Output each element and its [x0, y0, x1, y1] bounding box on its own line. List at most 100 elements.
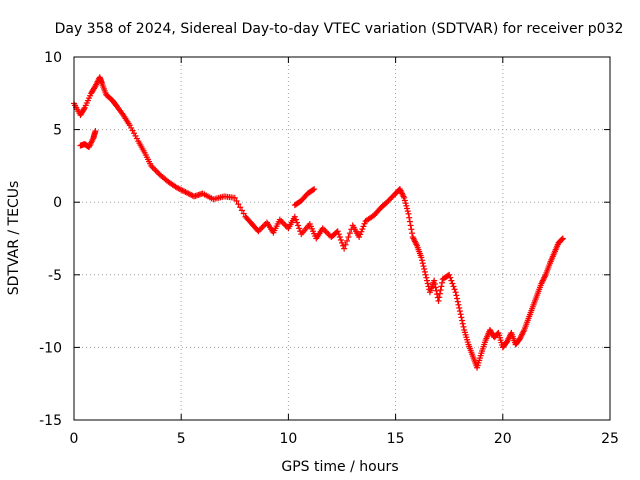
data-point [408, 226, 415, 233]
data-point [431, 280, 438, 287]
chart-title: Day 358 of 2024, Sidereal Day-to-day VTE… [55, 21, 624, 37]
data-point [453, 292, 460, 299]
data-point [418, 254, 425, 261]
data-point [81, 106, 88, 113]
data-point [310, 186, 317, 193]
data-point [358, 228, 365, 235]
x-tick-label: 15 [387, 431, 405, 447]
y-tick-label: 10 [44, 50, 62, 66]
data-point [456, 308, 463, 315]
data-point [357, 231, 364, 238]
data-point [360, 223, 367, 230]
y-tick-label: 0 [53, 195, 62, 211]
data-point [419, 260, 426, 267]
data-point [451, 286, 458, 293]
data-point [311, 186, 318, 193]
data-point [235, 201, 242, 208]
x-tick-label: 0 [70, 431, 79, 447]
data-point [346, 230, 353, 237]
data-point [405, 210, 412, 217]
data-point [282, 222, 289, 229]
data-point [281, 220, 288, 227]
data-point [92, 128, 99, 135]
data-point [454, 298, 461, 305]
data-point [345, 234, 352, 241]
data-point [361, 220, 368, 227]
data-point [344, 237, 351, 244]
data-point [335, 231, 342, 238]
data-point [448, 277, 455, 284]
data-point [437, 287, 444, 294]
data-point [423, 274, 430, 281]
data-point [460, 323, 467, 330]
data-point [459, 320, 466, 327]
grid-lines [74, 57, 610, 420]
data-point [322, 228, 329, 235]
data-point [342, 241, 349, 248]
data-point [356, 234, 363, 241]
data-point [420, 263, 427, 270]
data-point [409, 230, 416, 237]
data-point [450, 283, 457, 290]
plot-frame [73, 56, 611, 421]
data-point [456, 304, 463, 311]
data-point [359, 226, 366, 233]
data-point [291, 213, 298, 220]
data-point [231, 194, 238, 201]
data-point [431, 277, 438, 284]
data-point [402, 200, 409, 207]
data-point [424, 277, 431, 284]
data-marks [71, 74, 566, 371]
data-point [404, 205, 411, 212]
x-tick-label: 5 [177, 431, 186, 447]
data-point [293, 219, 300, 226]
data-point [389, 193, 396, 200]
axes: 0 5 10 15 20 25 -15 -10 -5 0 5 10 [39, 50, 619, 447]
data-point [458, 314, 465, 321]
data-point [459, 317, 466, 324]
data-point [436, 294, 443, 301]
data-point [432, 284, 439, 291]
data-point [449, 280, 456, 287]
data-point [457, 311, 464, 318]
data-point [433, 287, 440, 294]
data-point [341, 245, 348, 252]
data-point [559, 235, 566, 242]
y-tick-label: -5 [48, 268, 62, 284]
data-point [292, 216, 299, 223]
data-point [401, 194, 408, 201]
y-tick-label: -10 [39, 340, 62, 356]
data-point [295, 222, 302, 229]
data-point [446, 271, 453, 278]
data-point [334, 228, 341, 235]
data-point [386, 196, 393, 203]
data-point [438, 283, 445, 290]
data-point [407, 222, 414, 229]
y-tick-label: 5 [53, 123, 62, 139]
data-point [153, 168, 160, 175]
data-point [151, 165, 158, 172]
data-point [452, 289, 459, 296]
x-tick-label: 20 [494, 431, 512, 447]
data-point [233, 197, 240, 204]
data-point [436, 290, 443, 297]
data-point [406, 214, 413, 221]
data-point [240, 210, 247, 217]
data-point [559, 236, 566, 243]
x-tick-label: 25 [601, 431, 619, 447]
data-point [439, 279, 446, 286]
data-point [152, 167, 159, 174]
y-axis-label: SDTVAR / TECUs [6, 181, 22, 296]
data-point [424, 280, 431, 287]
data-point [403, 202, 410, 209]
data-point [279, 219, 286, 226]
data-point [454, 295, 461, 302]
data-point [422, 271, 429, 278]
data-point [455, 301, 462, 308]
data-point [421, 268, 428, 275]
data-point [421, 265, 428, 272]
data-point [238, 207, 245, 214]
data-point [401, 197, 408, 204]
data-point [336, 234, 343, 241]
